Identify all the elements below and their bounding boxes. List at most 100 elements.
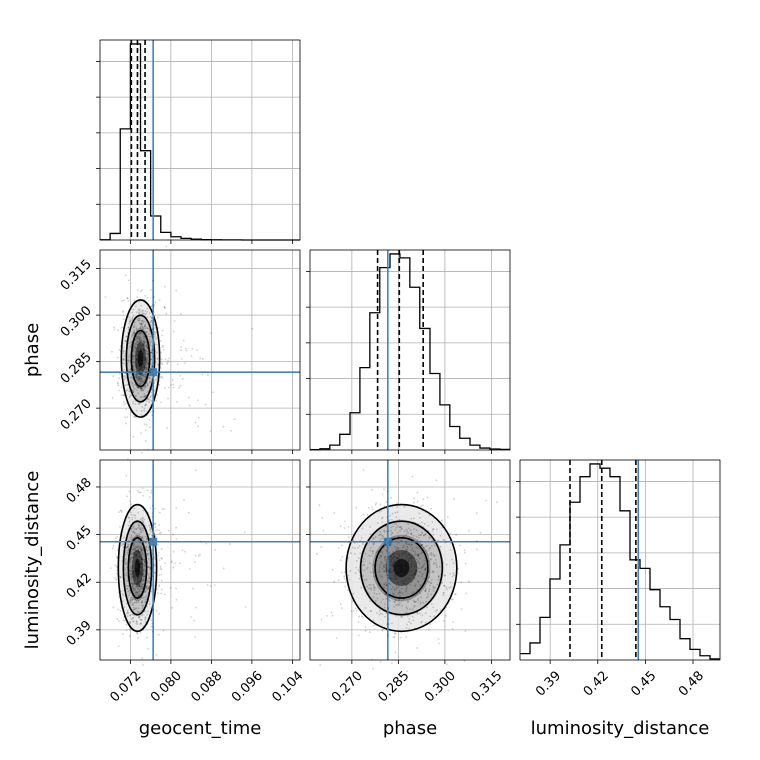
panel-geocent_time-vs-luminosity_distance-point [140,570,143,573]
panel-phase-vs-luminosity_distance-point [316,552,318,555]
panel-phase-vs-luminosity_distance-point [413,565,416,568]
panel-phase-vs-luminosity_distance-point [451,598,453,601]
panel-geocent_time-vs-luminosity_distance-point [150,560,153,563]
panel-geocent_time-vs-luminosity_distance-point [135,607,138,609]
panel-phase-vs-luminosity_distance-point [399,591,402,594]
panel-geocent_time-vs-phase-point [140,366,143,369]
panel-phase-vs-luminosity_distance-point [389,568,392,570]
panel-geocent_time-vs-phase-point [129,360,132,362]
panel-geocent_time-vs-luminosity_distance-point [132,539,134,542]
panel-phase-vs-luminosity_distance-point [429,623,432,625]
panel-phase-vs-luminosity_distance-point [400,630,402,633]
panel-phase-vs-luminosity_distance-point [352,539,355,541]
panel-geocent_time-vs-phase-point [124,372,126,374]
panel-geocent_time-vs-phase-point [209,430,212,432]
panel-phase-vs-luminosity_distance-point [411,560,413,563]
panel-phase-vs-luminosity_distance-point [393,588,396,591]
panel-geocent_time-vs-phase-point [143,359,146,362]
panel-phase-vs-luminosity_distance-point [431,530,434,532]
panel-geocent_time-vs-luminosity_distance-point [139,590,141,593]
panel-phase-vs-luminosity_distance-point [380,561,382,563]
panel-phase-vs-luminosity_distance-point [407,599,409,602]
panel-geocent_time-vs-phase-point [135,370,138,373]
panel-geocent_time-vs-luminosity_distance-point [123,546,126,548]
panel-geocent_time-vs-luminosity_distance-point [135,561,138,564]
panel-phase-vs-luminosity_distance-point [348,541,350,543]
panel-phase-vs-luminosity_distance-point [396,604,399,607]
panel-phase-vs-luminosity_distance-point [424,612,427,614]
panel-geocent_time-vs-phase-point [140,377,142,380]
panel-phase-vs-luminosity_distance-point [400,565,403,567]
panel-geocent_time-vs-luminosity_distance-point [131,572,134,575]
panel-geocent_time-vs-luminosity_distance-point [146,561,149,564]
panel-geocent_time-vs-luminosity_distance-point [206,584,209,586]
panel-phase-vs-luminosity_distance-point [411,547,414,549]
panel-geocent_time-vs-luminosity_distance-point [139,527,142,529]
panel-geocent_time-vs-phase-point [145,357,148,360]
panel-geocent_time-vs-luminosity_distance-point [149,568,151,571]
panel-geocent_time-vs-luminosity_distance-point [160,573,163,576]
panel-geocent_time-vs-luminosity_distance-point [136,582,138,585]
panel-geocent_time-vs-luminosity_distance-point [122,543,124,545]
panel-geocent_time-vs-phase-point [144,359,147,362]
panel-phase-vs-luminosity_distance-point [397,603,400,605]
panel-geocent_time-vs-luminosity_distance-point [153,555,156,558]
panel-geocent_time-vs-luminosity_distance-point [148,581,151,583]
panel-geocent_time-vs-phase-point [143,342,146,345]
panel-phase-vs-luminosity_distance-point [392,550,394,553]
panel-phase-vs-luminosity_distance-point [394,573,397,576]
panel-geocent_time-vs-phase-point [233,418,236,421]
panel-geocent_time-vs-phase-point [148,342,151,344]
panel-geocent_time-vs-luminosity_distance-point [147,573,150,576]
panel-geocent_time-vs-luminosity_distance-point [134,578,137,581]
panel-geocent_time-vs-luminosity_distance-point [150,524,153,527]
panel-geocent_time-vs-phase-point [151,349,153,352]
panel-geocent_time-vs-luminosity_distance-point [132,572,135,575]
panel-phase-vs-luminosity_distance-point [452,572,455,574]
panel-geocent_time-vs-phase-point [137,346,140,349]
panel-geocent_time-vs-luminosity_distance-point [243,531,246,534]
panel-geocent_time-vs-phase-point [150,400,153,403]
panel-geocent_time-vs-phase-point [143,331,146,334]
panel-geocent_time-vs-luminosity_distance-point [153,571,156,574]
panel-geocent_time-vs-luminosity_distance-contour-1 [122,520,153,616]
panel-phase-vs-luminosity_distance-point [355,559,358,562]
panel-geocent_time-vs-phase-point [147,347,150,349]
panel-geocent_time-vs-phase-point [128,390,131,393]
panel-phase-vs-luminosity_distance-point [415,535,418,538]
panel-phase-vs-luminosity_distance-point [416,613,419,615]
panel-geocent_time-vs-luminosity_distance-point [123,577,125,580]
panel-geocent_time-vs-phase-point [124,375,126,377]
panel-geocent_time-vs-luminosity_distance-point [137,533,140,535]
panel-geocent_time-vs-luminosity_distance-point [161,508,164,511]
panel-geocent_time-vs-phase-point [147,339,150,342]
panel-geocent_time-vs-phase-point [133,415,136,418]
panel-geocent_time-vs-phase-point [136,362,138,365]
panel-geocent_time-vs-luminosity_distance-point [141,537,143,540]
panel-phase-vs-luminosity_distance-point [496,501,498,504]
panel-phase-vs-luminosity_distance-point [380,554,383,557]
panel-geocent_time-vs-phase-point [149,321,152,324]
panel-geocent_time-vs-phase-point [149,371,151,374]
panel-geocent_time-vs-phase-point [143,349,146,352]
panel-geocent_time-vs-luminosity_distance-point [128,599,131,602]
panel-phase-vs-luminosity_distance-point [381,493,384,495]
panel-geocent_time-vs-phase-point [148,359,151,362]
panel-geocent_time-vs-luminosity_distance-point [175,587,178,590]
panel-phase-vs-luminosity_distance-point [414,571,416,574]
panel-phase-vs-luminosity_distance-point [400,566,402,569]
panel-phase-vs-luminosity_distance-point [415,601,417,603]
panel-geocent_time-vs-luminosity_distance-point [132,572,135,575]
panel-geocent_time-vs-luminosity_distance-point [139,563,142,566]
panel-geocent_time-vs-phase-point [168,357,170,360]
panel-geocent_time-vs-luminosity_distance-contour-2 [127,536,148,599]
panel-phase-vs-luminosity_distance-point [417,547,420,549]
panel-phase-vs-luminosity_distance-point [378,609,381,612]
panel-phase-vs-luminosity_distance-point [366,585,368,588]
panel-geocent_time-vs-luminosity_distance-point [119,509,122,512]
panel-geocent_time-vs-phase-point [130,343,133,346]
panel-phase-vs-luminosity_distance-point [404,570,406,573]
panel-geocent_time-vs-phase-point [142,328,145,330]
panel-geocent_time-vs-luminosity_distance-point [146,553,149,555]
panel-geocent_time-vs-phase-point [133,368,135,371]
